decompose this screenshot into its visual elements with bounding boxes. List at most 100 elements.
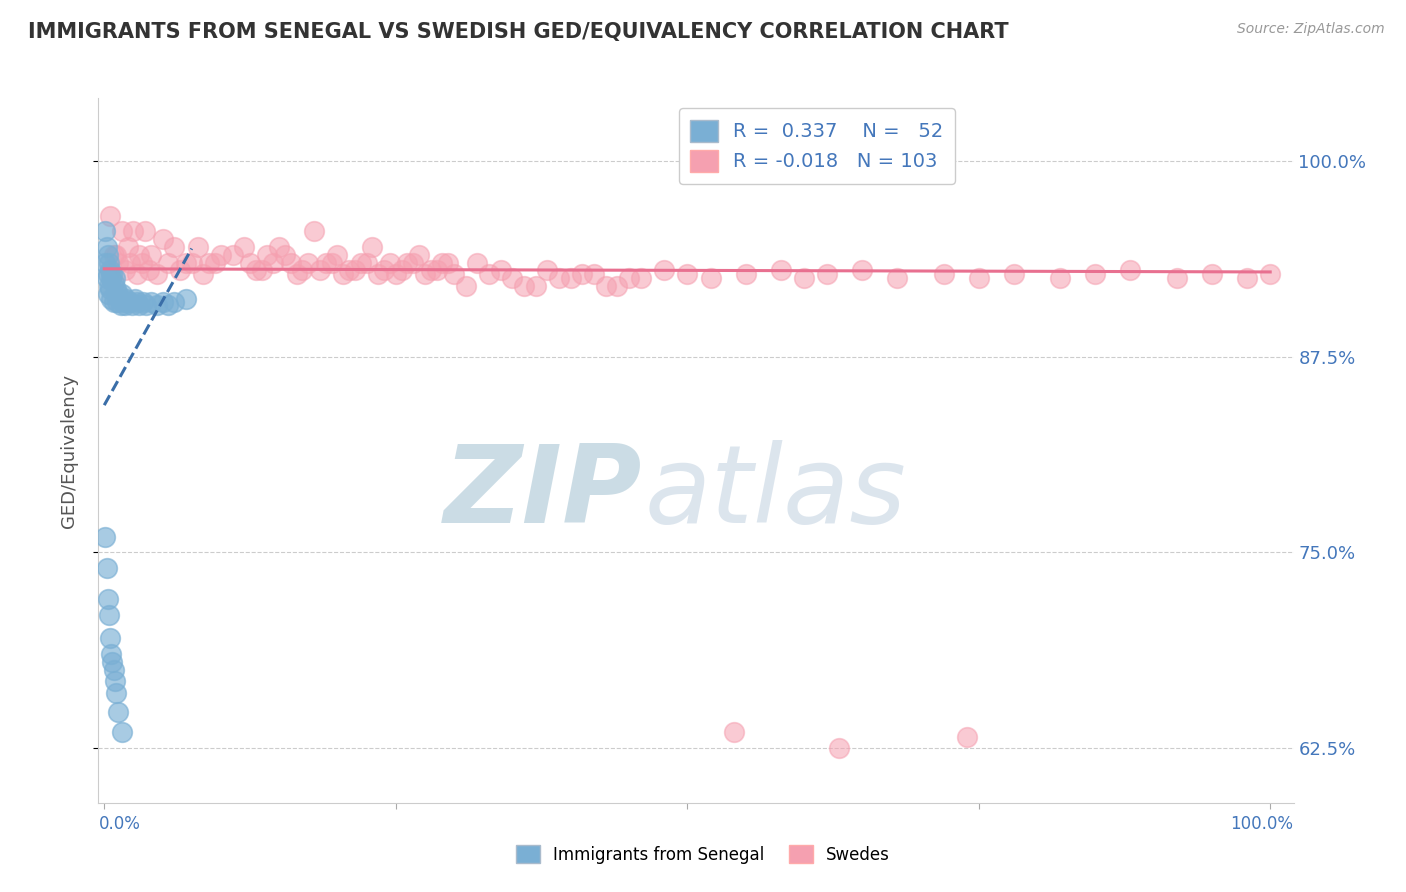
Point xyxy=(1236,271,1258,285)
Point xyxy=(104,282,127,296)
Point xyxy=(513,279,536,293)
Point xyxy=(97,248,120,262)
Point xyxy=(108,292,131,306)
Point xyxy=(107,705,129,719)
Point xyxy=(169,263,191,277)
Point xyxy=(408,248,430,262)
Point xyxy=(204,255,226,269)
Point xyxy=(198,255,221,269)
Point xyxy=(524,279,547,293)
Point xyxy=(100,292,122,306)
Point xyxy=(186,240,208,254)
Point xyxy=(97,279,120,293)
Point xyxy=(96,561,118,575)
Point xyxy=(131,255,153,269)
Text: 0.0%: 0.0% xyxy=(98,815,141,833)
Text: atlas: atlas xyxy=(644,441,907,545)
Point xyxy=(828,741,851,756)
Point xyxy=(124,292,146,306)
Point xyxy=(373,263,395,277)
Point xyxy=(361,240,384,254)
Point xyxy=(128,248,150,262)
Point xyxy=(233,240,256,254)
Text: Source: ZipAtlas.com: Source: ZipAtlas.com xyxy=(1237,22,1385,37)
Point xyxy=(280,255,302,269)
Point xyxy=(135,298,157,312)
Y-axis label: GED/Equivalency: GED/Equivalency xyxy=(59,374,77,527)
Point xyxy=(396,255,419,269)
Point xyxy=(384,267,406,281)
Point xyxy=(571,267,593,281)
Point xyxy=(111,224,134,238)
Point xyxy=(134,224,156,238)
Point xyxy=(617,271,640,285)
Point xyxy=(699,271,721,285)
Point xyxy=(114,263,136,277)
Point xyxy=(652,263,675,277)
Point xyxy=(125,267,148,281)
Point xyxy=(157,255,180,269)
Point xyxy=(297,255,319,269)
Point xyxy=(1166,271,1188,285)
Legend: Immigrants from Senegal, Swedes: Immigrants from Senegal, Swedes xyxy=(509,838,897,871)
Point xyxy=(432,255,454,269)
Point xyxy=(967,271,990,285)
Point xyxy=(104,271,127,285)
Point xyxy=(956,730,979,744)
Point xyxy=(250,263,273,277)
Point xyxy=(606,279,628,293)
Point xyxy=(932,267,955,281)
Point xyxy=(163,294,186,309)
Point xyxy=(723,725,745,739)
Point xyxy=(582,267,605,281)
Point xyxy=(343,263,366,277)
Point xyxy=(548,271,571,285)
Point xyxy=(489,263,512,277)
Point xyxy=(125,294,148,309)
Point xyxy=(315,255,337,269)
Point xyxy=(145,267,167,281)
Text: ZIP: ZIP xyxy=(444,440,643,546)
Point xyxy=(98,209,121,223)
Point xyxy=(118,255,141,269)
Point xyxy=(117,294,139,309)
Point xyxy=(419,263,441,277)
Legend: R =  0.337    N =   52, R = -0.018   N = 103: R = 0.337 N = 52, R = -0.018 N = 103 xyxy=(679,108,955,184)
Point xyxy=(209,248,232,262)
Point xyxy=(221,248,243,262)
Point xyxy=(96,271,118,285)
Point xyxy=(111,725,134,739)
Point xyxy=(256,248,278,262)
Point xyxy=(163,240,186,254)
Point xyxy=(152,294,174,309)
Point xyxy=(378,255,401,269)
Point xyxy=(630,271,652,285)
Point xyxy=(291,263,314,277)
Point xyxy=(121,298,143,312)
Point xyxy=(467,255,489,269)
Point xyxy=(94,255,117,269)
Point xyxy=(815,267,838,281)
Point xyxy=(128,298,150,312)
Point xyxy=(851,263,873,277)
Point xyxy=(274,248,297,262)
Point xyxy=(734,267,756,281)
Point xyxy=(111,286,134,301)
Point xyxy=(94,530,117,544)
Point xyxy=(367,267,389,281)
Point xyxy=(769,263,792,277)
Point xyxy=(96,240,118,254)
Text: IMMIGRANTS FROM SENEGAL VS SWEDISH GED/EQUIVALENCY CORRELATION CHART: IMMIGRANTS FROM SENEGAL VS SWEDISH GED/E… xyxy=(28,22,1008,42)
Point xyxy=(132,294,155,309)
Point xyxy=(193,267,215,281)
Point xyxy=(122,224,145,238)
Point xyxy=(1049,271,1071,285)
Text: 100.0%: 100.0% xyxy=(1230,815,1294,833)
Point xyxy=(98,282,121,296)
Point xyxy=(321,255,343,269)
Point xyxy=(157,298,180,312)
Point xyxy=(180,255,202,269)
Point xyxy=(100,271,122,285)
Point xyxy=(337,263,360,277)
Point xyxy=(97,607,120,622)
